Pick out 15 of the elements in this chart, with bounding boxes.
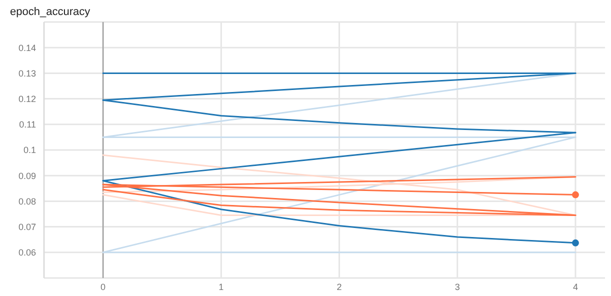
x-tick-label: 1 [218, 282, 224, 292]
x-tick-label: 0 [100, 282, 106, 292]
y-tick-label: 0.13 [18, 68, 36, 78]
y-tick-label: 0.11 [19, 120, 36, 130]
x-tick-label: 2 [336, 282, 342, 292]
chart-title: epoch_accuracy [10, 6, 91, 18]
y-tick-label: 0.08 [18, 196, 36, 206]
x-tick-label: 3 [454, 282, 460, 292]
y-tick-label: 0.14 [18, 42, 36, 53]
y-tick-label: 0.09 [18, 170, 36, 181]
y-tick-label: 0.07 [18, 222, 36, 232]
y-tick-label: 0.06 [18, 248, 36, 258]
x-tick-label: 4 [572, 282, 578, 292]
y-tick-label: 0.1 [23, 145, 36, 156]
y-tick-label: 0.12 [18, 94, 36, 104]
